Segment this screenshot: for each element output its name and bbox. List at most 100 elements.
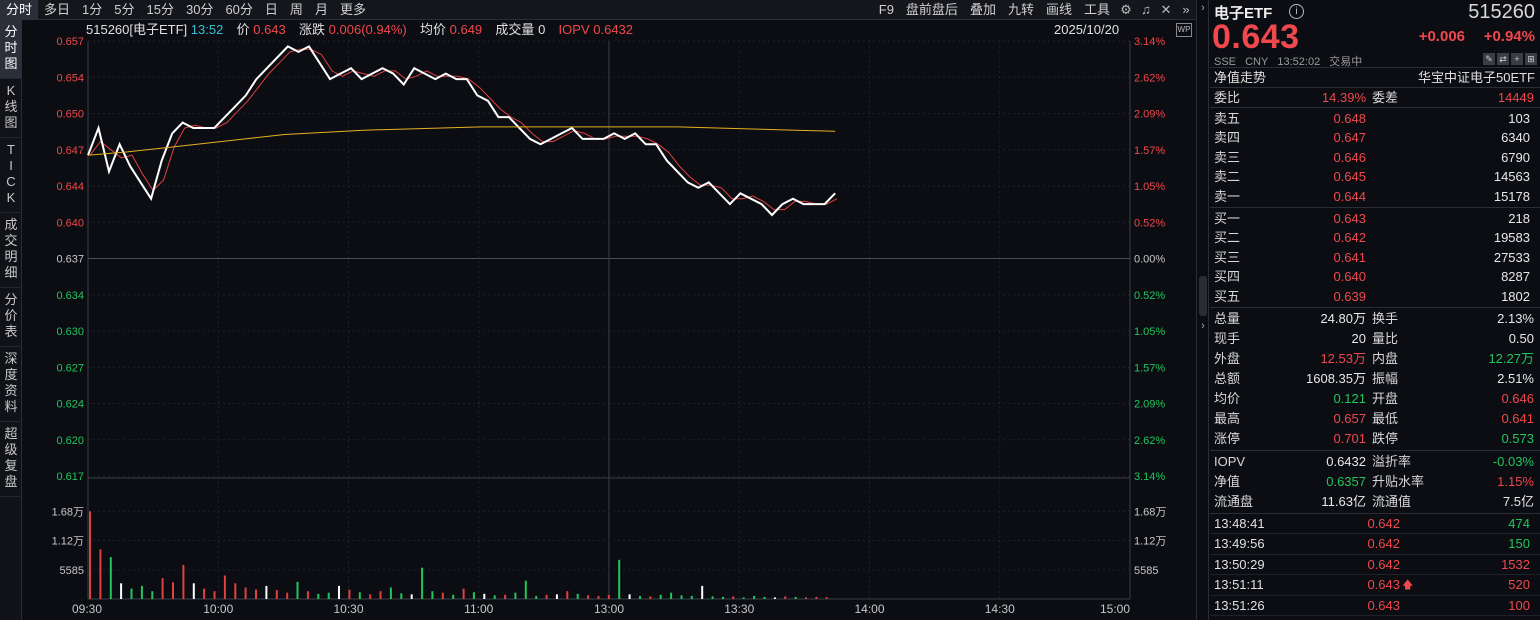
tick-row[interactable]: 13:51:11 0.643 🡅 520: [1210, 575, 1540, 596]
volume-bar: [421, 567, 424, 599]
tab-10[interactable]: 更多: [339, 1, 366, 17]
stat-value: 24.80万: [1320, 310, 1366, 326]
toolbar-item-0[interactable]: F9: [878, 1, 894, 17]
nav-trend-label[interactable]: 净值走势: [1214, 70, 1267, 85]
tab-7[interactable]: 日: [264, 1, 278, 17]
asks-row[interactable]: 卖一 0.644 15178: [1210, 187, 1540, 206]
bell-icon[interactable]: ♫: [1141, 1, 1151, 17]
view-tab-5[interactable]: 深度资料: [0, 347, 22, 422]
tab-3[interactable]: 5分: [114, 1, 135, 17]
tab-6[interactable]: 60分: [225, 1, 253, 17]
quote-panel: › › 电子ETF i 515260 0.643 +0.006 +0.94% S…: [1196, 0, 1540, 620]
tick-row[interactable]: 13:49:56 0.642 150: [1210, 534, 1540, 555]
bids-volume: 19583: [1493, 230, 1530, 246]
tick-row[interactable]: 13:48:41 0.642 474: [1210, 514, 1540, 535]
volume-bar: [161, 578, 164, 599]
tick-volume: 30: [1416, 616, 1530, 620]
info-icon[interactable]: i: [1289, 4, 1304, 19]
chart-canvas[interactable]: 0.657 0.654 0.650 0.647 0.644 0.640 0.637 0.634…: [22, 20, 1196, 620]
volume-bar: [659, 594, 662, 599]
tick-row[interactable]: 13:51:26 0.643 100: [1210, 596, 1540, 617]
view-tab-char: 价: [4, 308, 18, 323]
bids-row[interactable]: 买一 0.643 218: [1210, 209, 1540, 228]
tick-time: 13:48:41: [1214, 515, 1265, 531]
tab-4[interactable]: 15分: [146, 1, 174, 17]
x-tick-label: 10:30: [333, 602, 363, 616]
stat-label: 流通盘: [1214, 493, 1254, 509]
volume-bar: [670, 592, 673, 599]
index-name: 华宝中证电子50ETF: [1417, 70, 1535, 85]
asks-row[interactable]: 卖二 0.645 14563: [1210, 167, 1540, 186]
pen-icon[interactable]: ✎: [1483, 53, 1495, 65]
intraday-chart[interactable]: 0.657 0.654 0.650 0.647 0.644 0.640 0.637 0.634…: [22, 20, 1196, 620]
wp-icon[interactable]: WP: [1176, 23, 1192, 37]
view-tab-char: 细: [4, 265, 18, 280]
plus-icon[interactable]: +: [1511, 53, 1523, 65]
bids-row[interactable]: 买四 0.640 8287: [1210, 267, 1540, 286]
stats-row: 均价 0.121 开盘 0.646: [1210, 389, 1540, 409]
asks-price: 0.648: [1333, 111, 1366, 126]
asks-price: 0.647: [1333, 130, 1366, 146]
volume-bar: [493, 595, 496, 599]
stat-label: 最高: [1214, 410, 1241, 426]
nav-trend-row[interactable]: 净值走势 华宝中证电子50ETF: [1210, 68, 1540, 88]
volume-bar: [99, 549, 102, 599]
expand-icon[interactable]: »: [1182, 1, 1190, 17]
x-tick-label: 14:00: [854, 602, 884, 616]
volume-bar: [732, 596, 735, 599]
tick-row[interactable]: 13:50:29 0.642 1532: [1210, 555, 1540, 576]
tab-9[interactable]: 月: [314, 1, 328, 17]
volume-bar: [711, 596, 714, 599]
tick-row[interactable]: 13:51:500.643 30: [1210, 616, 1540, 620]
collapse-arrow-icon[interactable]: ›: [1201, 2, 1205, 14]
bids-row[interactable]: 买二 0.642 19583: [1210, 228, 1540, 247]
link-icon[interactable]: ⇄: [1497, 53, 1509, 65]
stat-label: 净值: [1214, 473, 1241, 489]
info-price: 0.643: [253, 22, 286, 37]
asks-row[interactable]: 卖四 0.647 6340: [1210, 128, 1540, 147]
toolbar-item-4[interactable]: 画线: [1045, 1, 1072, 17]
bids-row[interactable]: 买三 0.641 27533: [1210, 248, 1540, 267]
toolbar-item-2[interactable]: 叠加: [969, 1, 996, 17]
asks-row[interactable]: 卖三 0.646 6790: [1210, 148, 1540, 167]
stats-row: 涨停 0.701 跌停 0.573: [1210, 429, 1540, 449]
tick-time: 13:51:50: [1210, 616, 1330, 620]
view-tab-6[interactable]: 超级复盘: [0, 422, 22, 497]
asks-row[interactable]: 卖五 0.648 103: [1210, 109, 1540, 128]
stat-label: 跌停: [1372, 430, 1399, 446]
toolbar-item-3[interactable]: 九转: [1007, 1, 1034, 17]
grid-icon[interactable]: ⊞: [1525, 53, 1537, 65]
bids-row[interactable]: 买五 0.639 1802: [1210, 287, 1540, 306]
y-tick-label: 0.630: [56, 326, 84, 338]
close-icon[interactable]: ✕: [1160, 1, 1172, 17]
gear-icon[interactable]: ⚙: [1120, 1, 1132, 17]
tab-8[interactable]: 周: [289, 1, 303, 17]
tick-list[interactable]: 13:48:41 0.642 474 13:49:56 0.642 150 13:50:29…: [1210, 514, 1540, 620]
view-tab-char: 复: [4, 458, 18, 473]
tick-price: 0.642: [1367, 536, 1400, 552]
view-tab-3[interactable]: 成交明细: [0, 213, 22, 288]
y-tick-label: 0.637: [56, 254, 84, 266]
volume-bar: [504, 594, 507, 599]
up-arrow-icon: 🡅: [1402, 579, 1414, 592]
tab-0[interactable]: 分时: [0, 0, 39, 20]
y-tick-label: 0.640: [56, 217, 84, 229]
tab-1[interactable]: 多日: [44, 1, 71, 17]
scroll-grip[interactable]: [1199, 276, 1207, 316]
toolbar-item-1[interactable]: 盘前盘后: [905, 1, 958, 17]
vol-tick-label: 5585: [60, 565, 84, 577]
bids-price: 0.643: [1333, 210, 1366, 226]
chevron-right-icon[interactable]: ›: [1201, 320, 1205, 332]
tab-5[interactable]: 30分: [185, 1, 214, 17]
tab-2[interactable]: 1分: [82, 1, 103, 17]
view-tab-4[interactable]: 分价表: [0, 288, 22, 347]
toolbar-item-5[interactable]: 工具: [1083, 1, 1110, 17]
volume-bar: [275, 590, 278, 599]
panel-collapse-bar[interactable]: › ›: [1197, 0, 1209, 620]
tick-time: 13:51:26: [1214, 597, 1265, 613]
tick-price: 0.642: [1367, 556, 1400, 572]
view-tab-0[interactable]: 分时图: [0, 20, 22, 79]
view-tab-char: 分: [4, 292, 18, 307]
